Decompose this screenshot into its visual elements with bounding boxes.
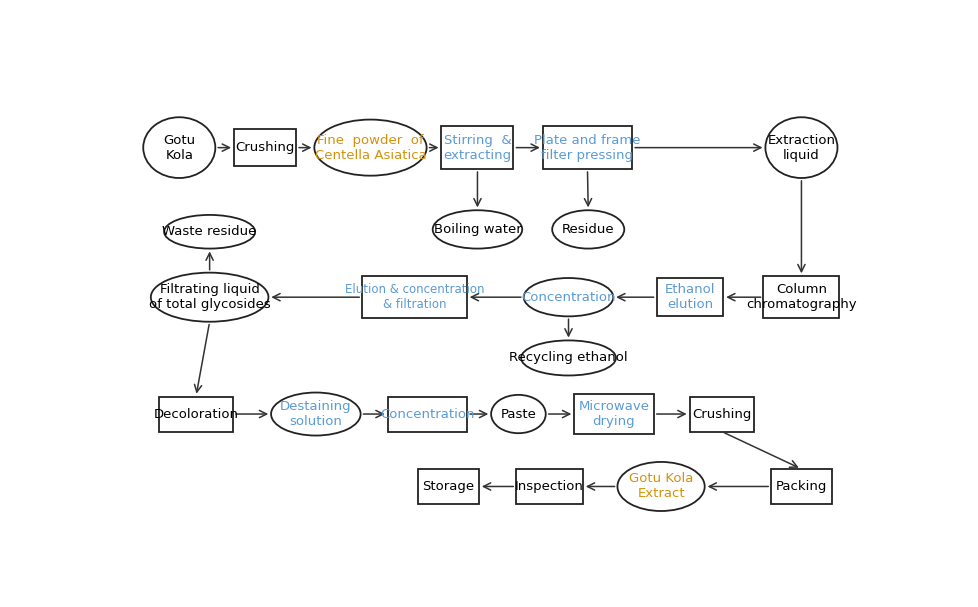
Text: Concentration: Concentration (520, 291, 615, 304)
Text: Stirring  &
extracting: Stirring & extracting (443, 134, 511, 161)
Text: Boiling water: Boiling water (433, 223, 521, 236)
Text: Crushing: Crushing (235, 141, 294, 154)
Text: Plate and frame
filter pressing: Plate and frame filter pressing (534, 134, 640, 161)
Text: Inspection: Inspection (514, 480, 584, 493)
Text: Microwave
drying: Microwave drying (578, 400, 648, 428)
Text: Packing: Packing (775, 480, 826, 493)
Text: Ethanol
elution: Ethanol elution (664, 283, 714, 311)
Text: Column
chromatography: Column chromatography (745, 283, 856, 311)
Text: Extraction
liquid: Extraction liquid (767, 134, 834, 161)
Text: Residue: Residue (561, 223, 614, 236)
Text: Storage: Storage (422, 480, 474, 493)
Text: Fine  powder  of
Centella Asiatica: Fine powder of Centella Asiatica (314, 134, 425, 161)
Text: Decoloration: Decoloration (154, 407, 239, 421)
Text: Concentration: Concentration (379, 407, 474, 421)
Text: Gotu Kola
Extract: Gotu Kola Extract (628, 472, 692, 501)
Text: Elution & concentration
& filtration: Elution & concentration & filtration (344, 283, 484, 311)
Text: Destaining
solution: Destaining solution (280, 400, 351, 428)
Text: Gotu
Kola: Gotu Kola (163, 134, 196, 161)
Text: Recycling ethanol: Recycling ethanol (509, 351, 627, 364)
Text: Waste residue: Waste residue (162, 225, 256, 239)
Text: Paste: Paste (500, 407, 536, 421)
Text: Filtrating liquid
of total glycosides: Filtrating liquid of total glycosides (149, 283, 270, 311)
Text: Crushing: Crushing (691, 407, 751, 421)
